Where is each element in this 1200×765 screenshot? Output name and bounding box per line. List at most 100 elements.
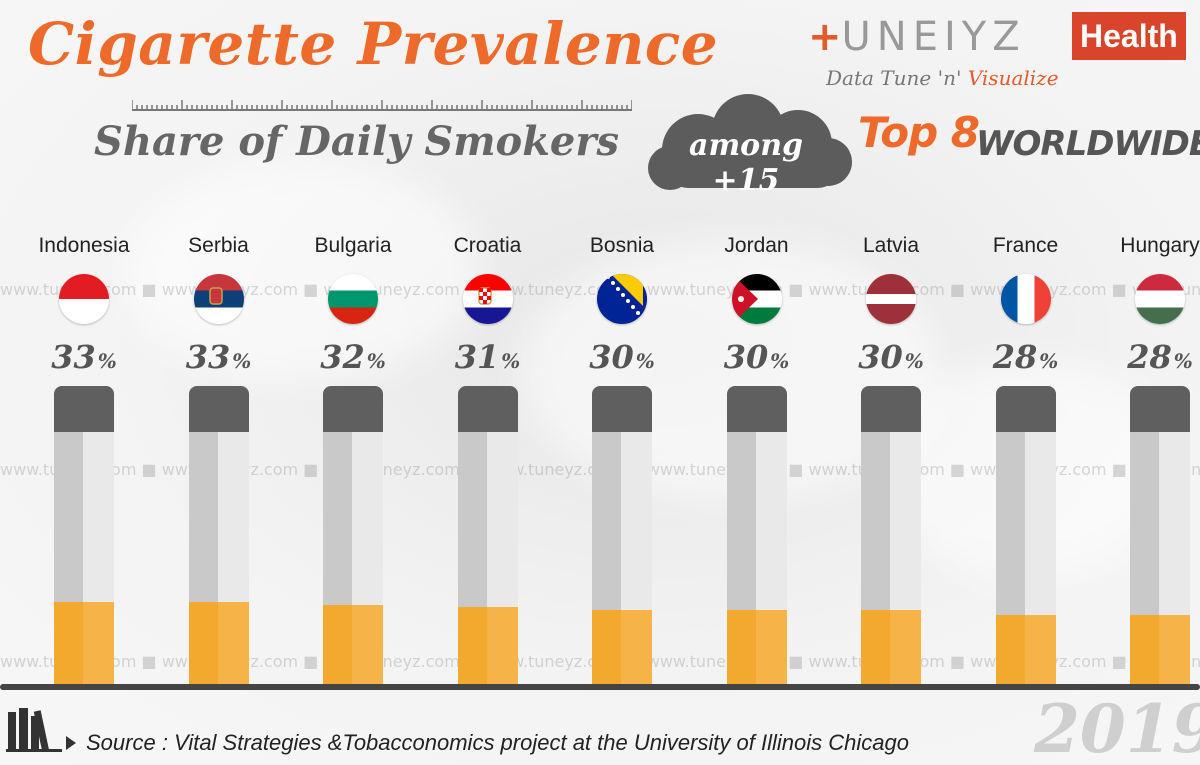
value-label: 28% <box>966 338 1086 376</box>
flag-icon <box>1000 274 1051 324</box>
tagline-accent: Visualize <box>967 66 1059 90</box>
value-unit: % <box>770 349 790 373</box>
flag-icon <box>462 274 513 324</box>
cigarette-ash-cap <box>457 386 518 432</box>
flag-icon <box>731 274 782 324</box>
category-label: Bulgaria <box>314 234 392 257</box>
value-unit: % <box>366 349 386 373</box>
cigarette-bar <box>1130 386 1190 686</box>
cigarette-paper <box>457 432 518 686</box>
value-unit: % <box>1173 349 1193 373</box>
tagline-main: Data Tune 'n' <box>826 66 968 90</box>
value-label: 28% <box>1100 338 1200 376</box>
cigarette-bar <box>457 386 518 686</box>
value-unit: % <box>501 349 521 373</box>
chart-baseline <box>0 684 1200 690</box>
value-number: 33 <box>185 338 231 376</box>
cigarette-paper <box>592 432 652 686</box>
source-note: Source : Vital Strategies &Tobacconomics… <box>86 730 909 755</box>
brand-plus: + <box>808 14 842 60</box>
bar-fill <box>592 610 652 686</box>
flag-icon <box>866 274 916 324</box>
value-number: 28 <box>992 338 1038 376</box>
cigarette-ash-cap <box>995 386 1056 432</box>
category-label: Hungary <box>1120 234 1200 257</box>
flag-icon <box>597 274 647 324</box>
cigarette-bar <box>323 386 383 686</box>
books-icon <box>6 708 62 752</box>
cigarette-ash-cap <box>1130 386 1190 432</box>
chart-title: Cigarette Prevalence <box>28 10 719 78</box>
value-label: 31% <box>428 338 548 376</box>
brand-name: UNEIYZ <box>841 14 1026 60</box>
value-unit: % <box>904 349 924 373</box>
cigarette-ash-cap <box>726 386 787 432</box>
top-label: Top 8 <box>858 108 980 157</box>
chart-subtitle: Share of Daily Smokers <box>94 118 619 165</box>
category-label: France <box>992 234 1059 257</box>
smoke-decoration <box>120 160 480 380</box>
category-label: Croatia <box>453 234 522 257</box>
value-unit: % <box>1039 349 1059 373</box>
age-badge: among +15 <box>689 128 803 198</box>
flag-icon <box>193 274 244 324</box>
flag-icon <box>328 274 378 324</box>
bar-fill <box>726 610 787 686</box>
bar-fill <box>995 615 1056 686</box>
value-number: 32 <box>320 338 365 376</box>
health-badge: Health <box>1072 12 1186 60</box>
value-number: 30 <box>723 338 769 376</box>
value-label: 30% <box>831 338 951 376</box>
bar-fill <box>1130 615 1190 686</box>
cigarette-bar <box>726 386 787 686</box>
cigarette-paper <box>54 432 114 686</box>
value-unit: % <box>635 349 655 373</box>
cigarette-bar <box>188 386 249 686</box>
value-number: 30 <box>589 338 634 376</box>
category-label: Bosnia <box>589 234 655 257</box>
cigarette-paper <box>726 432 787 686</box>
cigarette-paper <box>995 432 1056 686</box>
value-number: 28 <box>1127 338 1172 376</box>
cigarette-ash-cap <box>861 386 921 432</box>
value-label: 32% <box>293 338 413 376</box>
cigarette-paper <box>323 432 383 686</box>
cigarette-bar <box>995 386 1056 686</box>
cigarette-ash-cap <box>592 386 652 432</box>
value-number: 30 <box>858 338 903 376</box>
cigarette-ash-cap <box>323 386 383 432</box>
cigarette-bar <box>592 386 652 686</box>
value-number: 31 <box>454 338 500 376</box>
play-arrow-icon <box>66 736 76 750</box>
value-unit: % <box>232 349 252 373</box>
bar-fill <box>188 602 249 686</box>
bar-fill <box>861 610 921 686</box>
category-label: Indonesia <box>38 234 130 257</box>
value-label: 30% <box>562 338 682 376</box>
value-label: 33% <box>24 338 144 376</box>
cloud-badge-shape <box>648 94 852 190</box>
cigarette-paper <box>1130 432 1190 686</box>
category-label: Jordan <box>724 234 789 257</box>
value-unit: % <box>97 349 117 373</box>
value-label: 33% <box>159 338 279 376</box>
flag-icon <box>1135 274 1185 324</box>
category-label: Serbia <box>188 234 249 257</box>
bar-fill <box>323 605 383 686</box>
year-label: 2019 <box>1034 690 1200 765</box>
brand-logo: +UNEIYZ <box>808 14 1026 60</box>
bar-fill <box>457 607 518 686</box>
value-label: 30% <box>697 338 817 376</box>
brand-tagline: Data Tune 'n' Visualize <box>826 66 1059 90</box>
cigarette-bar <box>861 386 921 686</box>
cigarette-paper <box>188 432 249 686</box>
flag-icon <box>59 274 109 324</box>
value-number: 33 <box>51 338 96 376</box>
bar-fill <box>54 602 114 686</box>
cigarette-ash-cap <box>188 386 249 432</box>
top-suffix: WORLDWIDE <box>976 124 1200 164</box>
cigarette-ash-cap <box>54 386 114 432</box>
category-label: Latvia <box>862 234 920 257</box>
cigarette-bar <box>54 386 114 686</box>
